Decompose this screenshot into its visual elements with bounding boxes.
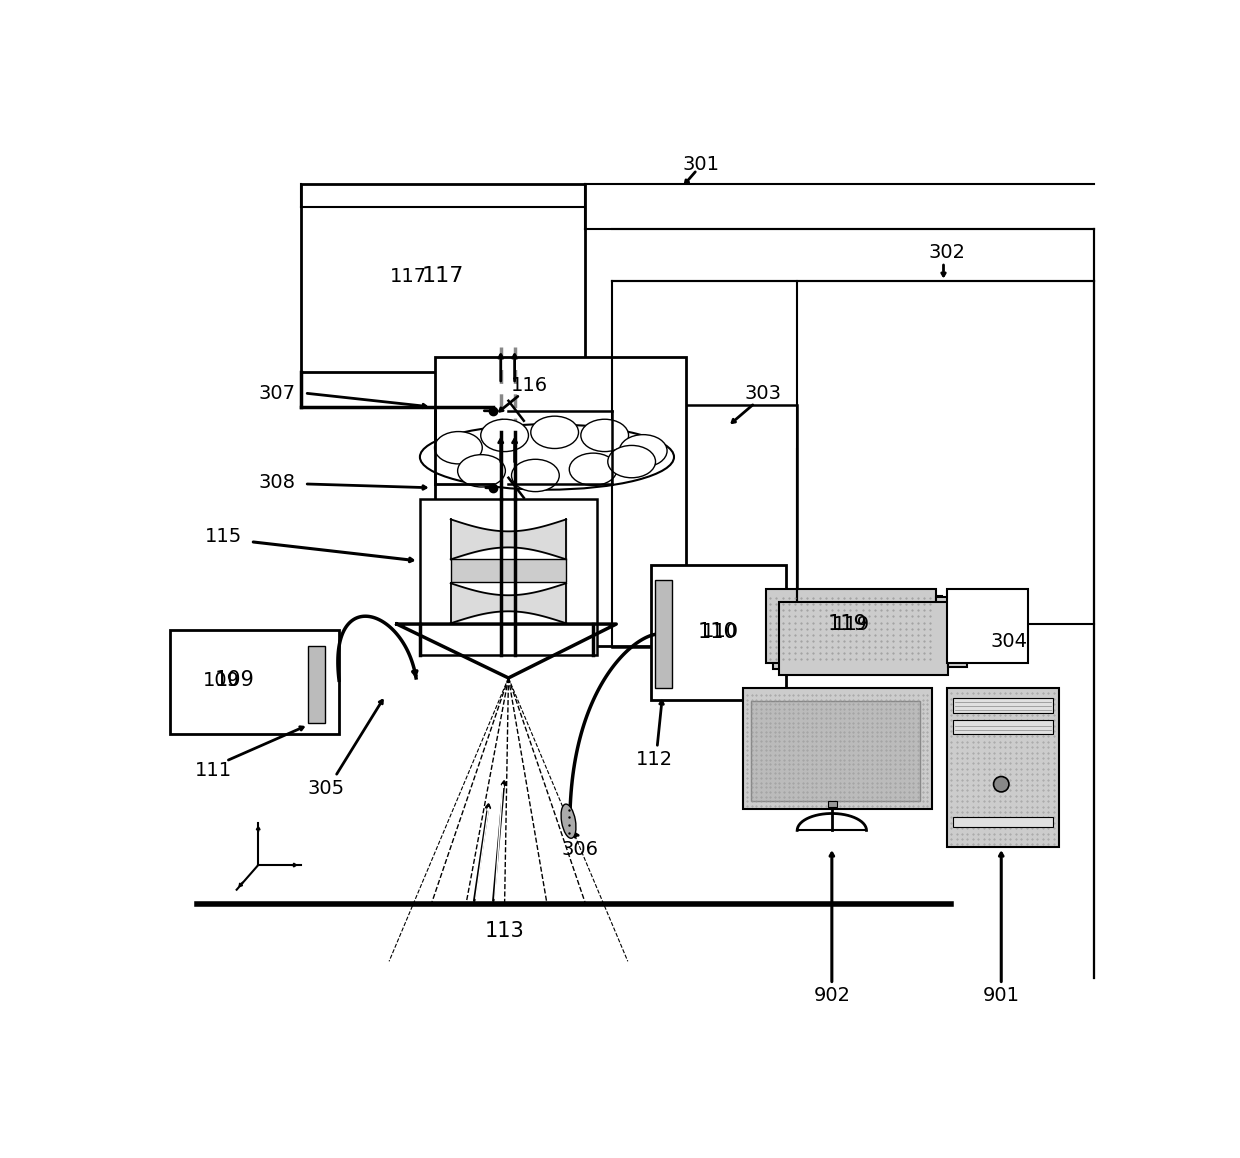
Text: 112: 112: [636, 750, 673, 769]
Text: 111: 111: [195, 761, 232, 779]
Text: 308: 308: [259, 472, 296, 492]
Text: 302: 302: [929, 243, 966, 263]
Text: 110: 110: [702, 622, 739, 642]
Bar: [947, 589, 1028, 662]
FancyBboxPatch shape: [779, 602, 949, 675]
FancyBboxPatch shape: [766, 589, 936, 662]
Text: 117: 117: [422, 266, 464, 286]
Bar: [655, 580, 672, 688]
Text: 116: 116: [511, 376, 548, 395]
Bar: [300, 184, 585, 372]
Bar: [751, 701, 920, 801]
Ellipse shape: [434, 432, 482, 464]
Bar: [435, 357, 686, 646]
FancyBboxPatch shape: [773, 595, 942, 668]
Text: 304: 304: [991, 632, 1028, 651]
Text: 901: 901: [983, 987, 1019, 1005]
Bar: [651, 565, 786, 699]
Text: 301: 301: [682, 155, 719, 174]
Bar: [170, 630, 339, 734]
FancyBboxPatch shape: [942, 603, 961, 661]
Ellipse shape: [458, 455, 506, 488]
Ellipse shape: [512, 460, 559, 492]
Bar: [743, 688, 932, 808]
Text: 305: 305: [308, 778, 345, 798]
Text: 113: 113: [485, 921, 525, 940]
Bar: [309, 646, 325, 723]
Bar: [952, 818, 1053, 827]
Bar: [947, 688, 1059, 848]
FancyBboxPatch shape: [949, 609, 967, 667]
Text: 303: 303: [744, 383, 781, 403]
Text: 307: 307: [259, 383, 296, 403]
Ellipse shape: [608, 446, 656, 478]
Text: 117: 117: [389, 266, 427, 286]
Bar: [828, 801, 837, 807]
Ellipse shape: [619, 434, 667, 467]
Bar: [450, 559, 567, 582]
Text: 109: 109: [216, 670, 255, 690]
Text: 115: 115: [205, 527, 242, 545]
Ellipse shape: [420, 424, 675, 490]
Text: 902: 902: [813, 987, 851, 1005]
Bar: [952, 720, 1053, 734]
Ellipse shape: [560, 804, 575, 838]
Ellipse shape: [531, 416, 579, 448]
Circle shape: [993, 777, 1009, 792]
Text: 109: 109: [202, 670, 239, 690]
Ellipse shape: [569, 453, 618, 485]
Ellipse shape: [481, 419, 528, 452]
Text: 110: 110: [698, 622, 738, 642]
Text: 119: 119: [832, 615, 869, 633]
Ellipse shape: [580, 419, 629, 452]
Text: 306: 306: [562, 841, 599, 859]
Bar: [420, 499, 596, 655]
FancyBboxPatch shape: [936, 598, 955, 655]
Bar: [952, 698, 1053, 713]
Bar: [613, 404, 797, 647]
Text: 119: 119: [827, 614, 867, 635]
